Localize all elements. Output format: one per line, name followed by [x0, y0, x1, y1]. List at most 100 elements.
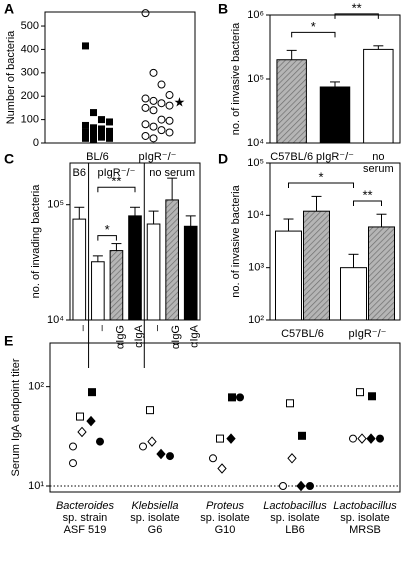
point	[166, 452, 174, 461]
bar	[109, 250, 124, 321]
point	[165, 128, 174, 137]
y-tick-label: 10¹	[28, 480, 44, 492]
y-axis-label: no. of invading bacteria	[30, 184, 42, 299]
x-tick-label: G6	[148, 524, 163, 536]
point	[349, 434, 357, 443]
point	[141, 103, 150, 112]
group-label: pIgR⁻/⁻	[97, 167, 135, 179]
significance-bracket	[288, 182, 354, 188]
point	[98, 130, 105, 138]
point	[90, 132, 97, 140]
y-tick-label: 10⁶	[247, 9, 264, 21]
point	[141, 94, 150, 103]
x-tick-label: BL/6	[86, 151, 109, 163]
point	[149, 122, 158, 131]
y-tick-label: 100	[21, 114, 39, 126]
point	[90, 109, 97, 117]
bar	[303, 210, 330, 321]
x-tick-label: ASF 519	[64, 524, 107, 536]
x-tick-label: sp. strain	[63, 512, 108, 524]
y-tick-label: 10⁴	[247, 209, 264, 221]
point	[157, 115, 166, 124]
annotation: ★	[174, 95, 186, 110]
x-tick-label: αIgG	[114, 325, 126, 349]
point	[106, 134, 113, 142]
point	[165, 101, 174, 110]
point	[298, 431, 306, 440]
plot-frame	[44, 11, 196, 144]
point	[77, 426, 87, 438]
point	[96, 437, 104, 446]
x-tick-label: –	[77, 324, 89, 331]
plot-frame	[69, 162, 201, 321]
point	[157, 126, 166, 135]
x-tick-label: LB6	[285, 524, 305, 536]
point	[98, 125, 105, 133]
y-tick-label: 10⁴	[47, 314, 64, 326]
y-tick-label: 10⁵	[47, 199, 64, 211]
x-tick-label: Lactobacillus	[263, 500, 327, 512]
plot-frame	[269, 162, 401, 321]
y-tick-label: 10⁴	[247, 137, 264, 149]
y-axis-label: Serum IgA endpoint titer	[10, 358, 22, 476]
point	[368, 392, 376, 401]
y-tick-label: 500	[21, 20, 39, 32]
x-tick-label: sp. isolate	[130, 512, 180, 524]
significance-bracket	[334, 13, 379, 19]
point	[141, 120, 150, 129]
x-tick-label: no	[372, 151, 384, 163]
plot-frame	[269, 14, 401, 144]
point	[88, 388, 96, 397]
y-tick-label: 300	[21, 67, 39, 79]
point	[90, 124, 97, 132]
point	[90, 135, 97, 143]
panel-letter: D	[218, 151, 228, 167]
x-tick-label: Lactobacillus	[333, 500, 397, 512]
plot-frame	[49, 342, 401, 493]
bar	[275, 230, 302, 321]
group-label: B6	[73, 167, 86, 179]
y-axis-label: no. of invasive bacteria	[230, 184, 242, 297]
point	[286, 399, 294, 408]
x-tick-label: sp. isolate	[340, 512, 390, 524]
point	[82, 42, 89, 50]
bar	[368, 226, 395, 321]
point	[86, 415, 96, 427]
x-tick-label: αIgA	[133, 324, 145, 348]
point	[209, 454, 217, 463]
point	[279, 481, 287, 490]
group-label: no serum	[149, 167, 195, 179]
panel-letter: C	[4, 151, 14, 167]
significance-label: *	[311, 19, 316, 34]
significance-bracket	[291, 31, 336, 38]
point	[76, 412, 84, 421]
point	[228, 393, 236, 402]
x-tick-label: C57BL/6	[281, 328, 324, 340]
point	[139, 442, 147, 451]
point	[376, 434, 384, 443]
x-tick-label: pIgR⁻/⁻	[139, 151, 177, 163]
point	[69, 442, 77, 451]
bar	[183, 225, 198, 321]
x-tick-label: pIgR⁻/⁻	[349, 328, 387, 340]
point	[98, 116, 105, 124]
y-tick-label: 200	[21, 90, 39, 102]
point	[147, 436, 157, 447]
x-tick-label: sp. isolate	[270, 512, 320, 524]
point	[82, 121, 89, 129]
bar	[363, 48, 394, 144]
x-tick-label: –	[151, 324, 163, 331]
panel-letter: B	[218, 1, 228, 17]
point	[69, 459, 77, 468]
x-tick-label: MRSB	[349, 524, 381, 536]
y-axis-label: no. of invasive bacteria	[230, 22, 242, 135]
bar	[276, 59, 307, 144]
significance-bracket	[353, 200, 382, 206]
point	[165, 91, 174, 100]
y-axis-label: Number of bacteria	[5, 30, 17, 124]
point	[156, 448, 166, 460]
bar	[146, 223, 161, 321]
x-tick-label: sp. isolate	[200, 512, 250, 524]
point	[106, 118, 113, 126]
bar	[91, 261, 105, 321]
